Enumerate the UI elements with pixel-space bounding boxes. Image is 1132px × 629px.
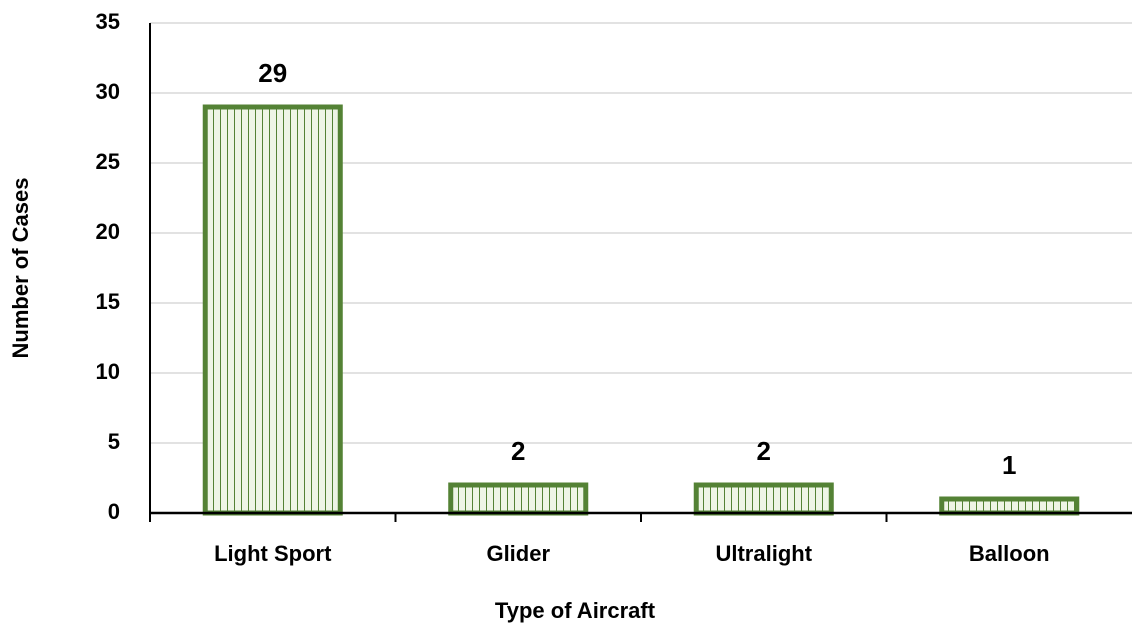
data-label: 2 (757, 436, 771, 466)
y-tick-label: 10 (96, 359, 120, 384)
y-tick-label: 30 (96, 79, 120, 104)
x-tick-label: Light Sport (214, 541, 332, 566)
y-tick-label: 20 (96, 219, 120, 244)
data-label: 2 (511, 436, 525, 466)
bar (202, 104, 343, 516)
bar (448, 482, 589, 516)
x-tick-label: Balloon (969, 541, 1050, 566)
y-axis-title: Number of Cases (8, 178, 33, 359)
bar (939, 496, 1080, 516)
x-tick-label: Ultralight (715, 541, 812, 566)
y-tick-label: 5 (108, 429, 120, 454)
x-axis-title: Type of Aircraft (495, 598, 656, 623)
data-label: 1 (1002, 450, 1016, 480)
y-tick-label: 0 (108, 499, 120, 524)
y-tick-label: 25 (96, 149, 120, 174)
data-label: 29 (258, 58, 287, 88)
x-tick-label: Glider (486, 541, 550, 566)
y-tick-label: 15 (96, 289, 120, 314)
y-tick-label: 35 (96, 9, 120, 34)
bar (693, 482, 834, 516)
